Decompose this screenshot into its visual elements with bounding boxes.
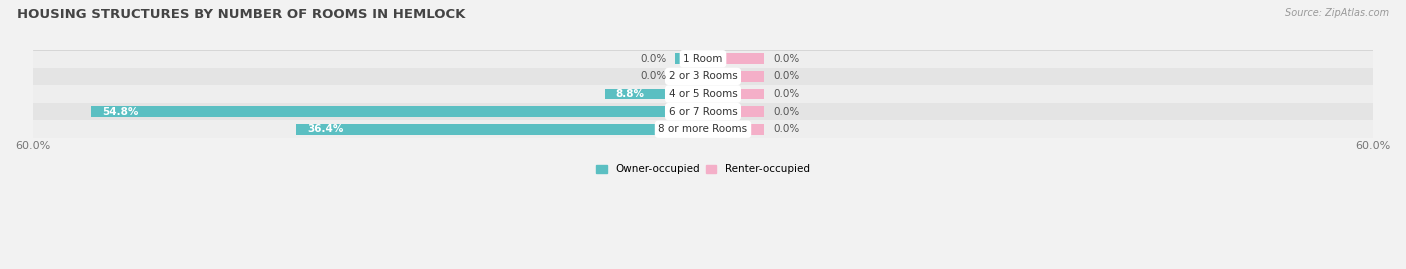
Bar <box>32 50 1374 68</box>
Text: 0.0%: 0.0% <box>773 107 800 117</box>
Bar <box>32 85 1374 103</box>
Text: 0.0%: 0.0% <box>640 71 666 82</box>
Text: HOUSING STRUCTURES BY NUMBER OF ROOMS IN HEMLOCK: HOUSING STRUCTURES BY NUMBER OF ROOMS IN… <box>17 8 465 21</box>
Text: 36.4%: 36.4% <box>308 124 344 134</box>
Text: 8.8%: 8.8% <box>616 89 645 99</box>
Bar <box>703 71 765 82</box>
Text: 0.0%: 0.0% <box>773 54 800 64</box>
Text: 54.8%: 54.8% <box>101 107 138 117</box>
Text: 2 or 3 Rooms: 2 or 3 Rooms <box>669 71 737 82</box>
Bar <box>703 53 765 64</box>
Bar <box>32 103 1374 121</box>
Bar <box>605 89 703 100</box>
Bar <box>32 121 1374 138</box>
Text: 6 or 7 Rooms: 6 or 7 Rooms <box>669 107 737 117</box>
Text: 0.0%: 0.0% <box>773 124 800 134</box>
Bar <box>703 124 765 135</box>
Bar <box>32 68 1374 85</box>
Text: 0.0%: 0.0% <box>773 89 800 99</box>
Bar <box>703 106 765 117</box>
Text: 1 Room: 1 Room <box>683 54 723 64</box>
Bar <box>675 71 703 82</box>
Text: 0.0%: 0.0% <box>640 54 666 64</box>
Bar <box>675 53 703 64</box>
Bar <box>297 124 703 135</box>
Bar <box>91 106 703 117</box>
Text: 8 or more Rooms: 8 or more Rooms <box>658 124 748 134</box>
Legend: Owner-occupied, Renter-occupied: Owner-occupied, Renter-occupied <box>592 160 814 179</box>
Text: 0.0%: 0.0% <box>773 71 800 82</box>
Text: 4 or 5 Rooms: 4 or 5 Rooms <box>669 89 737 99</box>
Bar <box>703 89 765 100</box>
Text: Source: ZipAtlas.com: Source: ZipAtlas.com <box>1285 8 1389 18</box>
